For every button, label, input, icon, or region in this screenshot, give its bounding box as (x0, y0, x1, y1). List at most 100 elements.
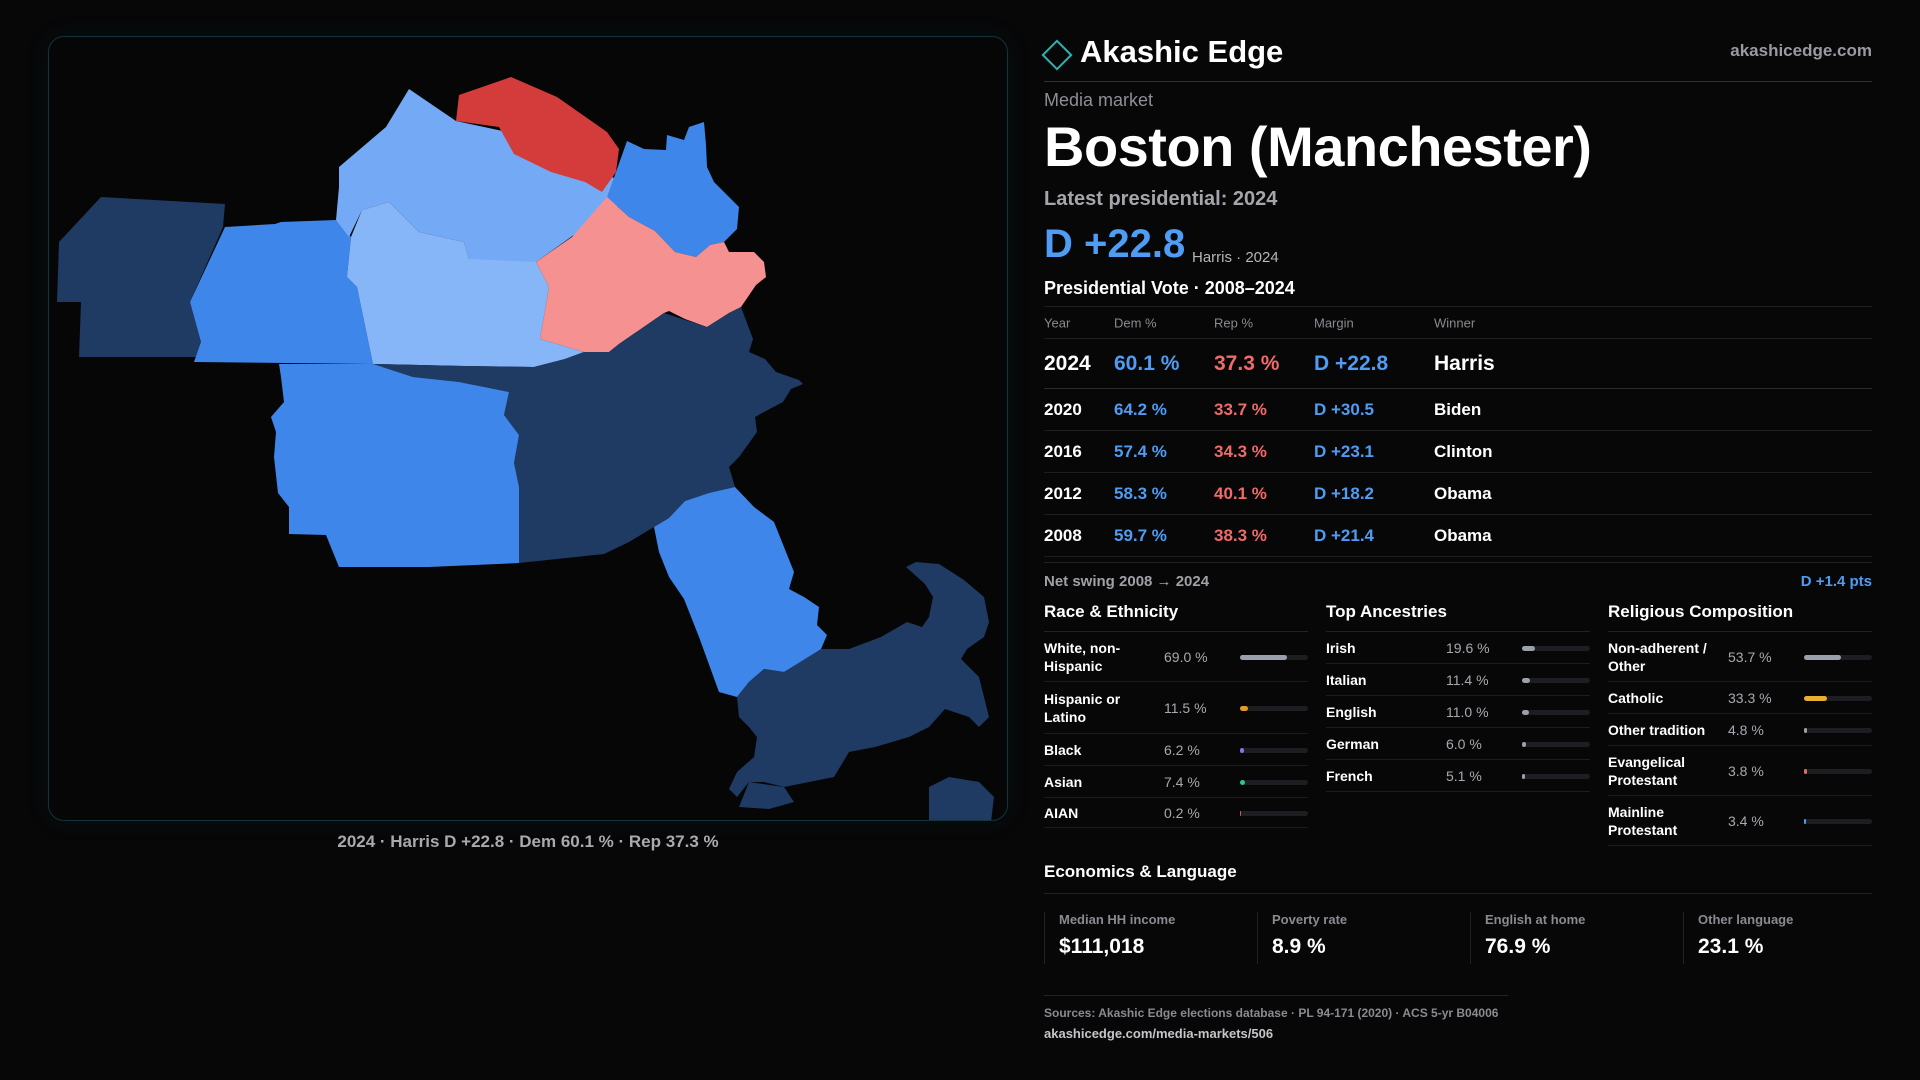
stat-value: 11.4 % (1446, 671, 1489, 688)
map-region-cape[interactable] (729, 562, 989, 797)
table-row[interactable]: 2016 57.4 % 34.3 % D +23.1 Clinton (1044, 431, 1872, 473)
row-year: 2024 (1044, 351, 1091, 375)
stat-label: Black (1044, 741, 1082, 758)
table-row[interactable]: 2012 58.3 % 40.1 % D +18.2 Obama (1044, 473, 1872, 515)
net-swing: Net swing 2008 → 2024 D +1.4 pts (1044, 562, 1872, 592)
map-region-north-coast[interactable] (607, 122, 739, 257)
table-row[interactable]: 2020 64.2 % 33.7 % D +30.5 Biden (1044, 389, 1872, 431)
ancestries-section: Top Ancestries Irish 19.6 % Italian 11.4… (1326, 600, 1590, 792)
stat-label: Italian (1326, 671, 1367, 688)
stat-value: 6.0 % (1446, 735, 1482, 752)
row-dem: 60.1 % (1114, 351, 1180, 375)
stat-label: German (1326, 735, 1379, 752)
map-region-north-central[interactable] (336, 89, 632, 272)
stat-bar-fill (1804, 654, 1841, 660)
stat-bar (1522, 741, 1590, 747)
stat-row: White, non-Hispanic 69.0 % (1044, 632, 1308, 682)
stat-row: German 6.0 % (1326, 728, 1590, 760)
stat-label: White, non-Hispanic (1044, 639, 1121, 674)
stat-bar (1240, 810, 1308, 816)
econ-value: 23.1 % (1698, 935, 1764, 958)
econ-label: English at home (1485, 912, 1586, 927)
row-winner: Biden (1434, 399, 1482, 419)
stat-bar (1522, 645, 1590, 651)
map-region-north-east[interactable] (456, 77, 619, 192)
stat-bar-fill (1240, 654, 1287, 660)
map-region-east[interactable] (536, 197, 766, 352)
stat-value: 53.7 % (1728, 648, 1772, 665)
stat-value: 33.3 % (1728, 689, 1772, 706)
stat-label: English (1326, 703, 1377, 720)
stat-bar (1804, 818, 1872, 824)
ancestries-title: Top Ancestries (1326, 600, 1590, 632)
stat-bar (1804, 695, 1872, 701)
row-rep: 33.7 % (1214, 399, 1267, 419)
stat-bar-fill (1522, 773, 1526, 779)
stat-label: Catholic (1608, 689, 1664, 706)
row-winner: Obama (1434, 483, 1492, 503)
stat-label: Irish (1326, 639, 1356, 656)
row-dem: 64.2 % (1114, 399, 1167, 419)
stat-label: Asian (1044, 773, 1083, 790)
map-region-west[interactable] (57, 197, 225, 357)
religion-section: Religious Composition Non-adherent / Oth… (1608, 600, 1872, 846)
map-region-west-central[interactable] (190, 220, 373, 364)
map-region-islands[interactable] (739, 777, 994, 821)
econ-value: 76.9 % (1485, 935, 1551, 958)
net-swing-value: D +1.4 pts (1800, 573, 1872, 590)
stat-label: Evangelical Protestant (1608, 753, 1686, 788)
map-region-south-shore[interactable] (654, 487, 827, 697)
row-winner: Obama (1434, 525, 1492, 545)
market-kicker: Media market (1044, 90, 1154, 110)
table-row[interactable]: 2008 59.7 % 38.3 % D +21.4 Obama (1044, 515, 1872, 557)
brand-url-link[interactable]: akashicedge.com (1730, 41, 1872, 60)
vote-table: Year Dem % Rep % Margin Winner 2024 60.1… (1044, 306, 1872, 557)
map-region-metro[interactable] (373, 307, 803, 563)
stat-bar (1804, 727, 1872, 733)
row-year: 2008 (1044, 525, 1082, 545)
county-map[interactable] (48, 36, 1008, 821)
stat-bar-fill (1804, 768, 1807, 774)
race-ethnicity-section: Race & Ethnicity White, non-Hispanic 69.… (1044, 600, 1308, 828)
stat-bar-fill (1240, 705, 1248, 711)
row-dem: 59.7 % (1114, 525, 1167, 545)
header-rep: Rep % (1214, 315, 1254, 330)
econ-card-english: English at home 76.9 % (1470, 912, 1677, 964)
stat-value: 6.2 % (1164, 741, 1200, 758)
header-winner: Winner (1434, 315, 1476, 330)
stat-label: French (1326, 767, 1373, 784)
econ-label: Median HH income (1059, 912, 1176, 927)
row-margin: D +22.8 (1314, 351, 1389, 375)
stat-bar (1240, 779, 1308, 785)
footer-url-link[interactable]: akashicedge.com/media-markets/506 (1044, 1026, 1274, 1041)
table-row[interactable]: 2024 60.1 % 37.3 % D +22.8 Harris (1044, 339, 1872, 389)
stat-row: English 11.0 % (1326, 696, 1590, 728)
brand-name[interactable]: Akashic Edge (1080, 34, 1284, 69)
map-region-central[interactable] (347, 202, 584, 367)
map-region-south-west[interactable] (271, 364, 519, 567)
row-rep: 37.3 % (1214, 351, 1280, 375)
stat-bar-fill (1240, 779, 1246, 785)
row-margin: D +18.2 (1314, 483, 1375, 503)
religion-title: Religious Composition (1608, 600, 1872, 632)
footer: Sources: Akashic Edge elections database… (1044, 995, 1508, 1041)
row-margin: D +23.1 (1314, 441, 1375, 461)
stat-value: 5.1 % (1446, 767, 1482, 784)
stat-row: Non-adherent / Other 53.7 % (1608, 632, 1872, 682)
stat-bar-fill (1804, 727, 1808, 733)
headline-margin-meta: Harris · 2024 (1192, 249, 1279, 266)
stat-value: 11.0 % (1446, 703, 1489, 720)
stat-bar (1240, 654, 1308, 660)
economics-section: Median HH income $111,018 Poverty rate 8… (1044, 893, 1872, 973)
row-margin: D +30.5 (1314, 399, 1375, 419)
econ-label: Poverty rate (1272, 912, 1348, 927)
row-dem: 57.4 % (1114, 441, 1167, 461)
header-year: Year (1044, 315, 1071, 330)
row-winner: Harris (1434, 351, 1495, 375)
stat-label: Mainline Protestant (1608, 803, 1678, 838)
row-margin: D +21.4 (1314, 525, 1375, 545)
stat-value: 19.6 % (1446, 639, 1490, 656)
diamond-icon (1041, 39, 1073, 71)
stat-value: 4.8 % (1728, 721, 1764, 738)
stat-value: 11.5 % (1164, 699, 1207, 716)
